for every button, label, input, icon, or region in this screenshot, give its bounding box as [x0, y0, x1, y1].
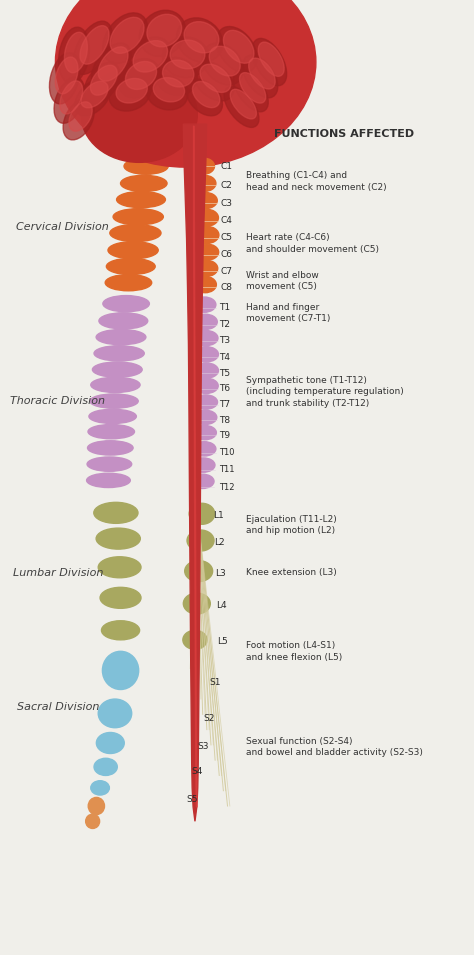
Text: Hand and finger
movement (C7-T1): Hand and finger movement (C7-T1) [246, 303, 330, 324]
Ellipse shape [186, 79, 222, 116]
Ellipse shape [105, 275, 152, 290]
Ellipse shape [192, 441, 216, 456]
Text: C4: C4 [220, 216, 232, 225]
Ellipse shape [92, 362, 142, 377]
Ellipse shape [96, 732, 124, 753]
Text: S3: S3 [197, 742, 209, 752]
Ellipse shape [120, 176, 167, 191]
Polygon shape [183, 124, 207, 821]
Text: C5: C5 [220, 233, 233, 243]
Text: T9: T9 [219, 431, 230, 440]
Ellipse shape [209, 46, 240, 76]
Ellipse shape [110, 224, 161, 242]
Ellipse shape [193, 411, 217, 425]
Text: C2: C2 [220, 180, 232, 190]
Ellipse shape [116, 78, 147, 103]
Ellipse shape [88, 441, 133, 456]
Ellipse shape [109, 76, 151, 111]
Ellipse shape [184, 22, 219, 53]
Ellipse shape [87, 473, 130, 487]
Ellipse shape [153, 77, 184, 102]
Ellipse shape [100, 587, 141, 608]
Ellipse shape [191, 474, 214, 489]
Ellipse shape [88, 797, 104, 815]
Ellipse shape [91, 43, 131, 91]
Ellipse shape [193, 330, 218, 346]
Ellipse shape [192, 159, 215, 174]
Ellipse shape [194, 261, 218, 276]
Ellipse shape [252, 38, 287, 86]
Text: C1: C1 [220, 161, 233, 171]
Text: T7: T7 [219, 400, 230, 410]
Ellipse shape [189, 503, 215, 524]
Ellipse shape [90, 394, 138, 409]
Ellipse shape [193, 314, 217, 329]
Ellipse shape [86, 814, 100, 828]
Ellipse shape [113, 209, 164, 224]
Text: Cervical Division: Cervical Division [16, 223, 109, 232]
Ellipse shape [146, 75, 188, 110]
Ellipse shape [193, 425, 216, 439]
Ellipse shape [194, 226, 219, 244]
Text: Wrist and elbow
movement (C5): Wrist and elbow movement (C5) [246, 270, 319, 291]
Text: FUNCTIONS AFFECTED: FUNCTIONS AFFECTED [273, 129, 414, 138]
Ellipse shape [230, 89, 256, 119]
Ellipse shape [124, 159, 168, 174]
Ellipse shape [191, 457, 215, 473]
Text: Ejaculation (T11-L2)
and hip motion (L2): Ejaculation (T11-L2) and hip motion (L2) [246, 515, 337, 536]
Ellipse shape [88, 424, 135, 438]
Text: T1: T1 [219, 303, 230, 312]
Text: C6: C6 [220, 250, 233, 260]
Ellipse shape [55, 0, 316, 167]
Ellipse shape [217, 27, 257, 73]
Ellipse shape [155, 57, 197, 96]
Text: T12: T12 [219, 482, 235, 492]
Text: T5: T5 [219, 369, 230, 378]
Ellipse shape [98, 47, 128, 81]
Ellipse shape [200, 64, 231, 93]
Ellipse shape [81, 67, 197, 162]
Ellipse shape [233, 70, 268, 112]
Ellipse shape [133, 40, 167, 73]
Text: Breathing (C1-C4) and
head and neck movement (C2): Breathing (C1-C4) and head and neck move… [246, 171, 387, 192]
Ellipse shape [103, 296, 149, 311]
Text: S5: S5 [187, 795, 198, 804]
Ellipse shape [185, 561, 213, 582]
Text: Foot motion (L4-S1)
and knee flexion (L5): Foot motion (L4-S1) and knee flexion (L5… [246, 641, 342, 662]
Text: S2: S2 [203, 713, 215, 723]
Ellipse shape [194, 378, 218, 393]
Ellipse shape [223, 31, 254, 63]
Text: C3: C3 [220, 199, 233, 208]
Ellipse shape [176, 18, 223, 62]
Ellipse shape [81, 81, 108, 108]
Ellipse shape [192, 81, 220, 108]
Text: Sexual function (S2-S4)
and bowel and bladder activity (S2-S3): Sexual function (S2-S4) and bowel and bl… [246, 736, 423, 757]
Text: T6: T6 [219, 384, 230, 393]
Ellipse shape [69, 102, 92, 131]
Ellipse shape [73, 21, 112, 74]
Ellipse shape [102, 12, 148, 64]
Ellipse shape [74, 79, 111, 116]
Ellipse shape [258, 42, 284, 76]
Ellipse shape [96, 329, 146, 345]
Ellipse shape [84, 62, 120, 104]
Text: S1: S1 [209, 678, 220, 688]
Ellipse shape [63, 99, 94, 139]
Ellipse shape [117, 191, 165, 207]
Text: Thoracic Division: Thoracic Division [10, 396, 105, 406]
Ellipse shape [87, 456, 132, 472]
Text: Heart rate (C4-C6)
and shoulder movement (C5): Heart rate (C4-C6) and shoulder movement… [246, 233, 379, 254]
Ellipse shape [147, 14, 182, 47]
Ellipse shape [163, 60, 194, 87]
Ellipse shape [239, 73, 266, 103]
Ellipse shape [194, 395, 218, 409]
Ellipse shape [170, 40, 205, 69]
Text: L2: L2 [215, 538, 225, 547]
Text: T10: T10 [219, 448, 235, 457]
Text: L1: L1 [214, 511, 224, 520]
Text: T3: T3 [219, 336, 230, 346]
Text: T8: T8 [219, 415, 230, 425]
Ellipse shape [106, 259, 155, 275]
Ellipse shape [96, 528, 140, 549]
Text: C8: C8 [220, 283, 233, 292]
